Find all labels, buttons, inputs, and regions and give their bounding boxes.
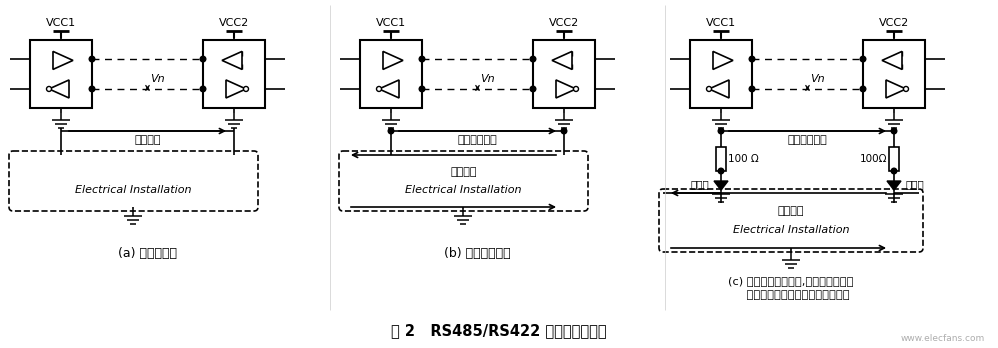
- Text: 存在使电路对噪声灵敏度非常敏感: 存在使电路对噪声灵敏度非常敏感: [733, 290, 850, 300]
- Polygon shape: [714, 181, 728, 190]
- Bar: [690, 40, 752, 108]
- Text: VCC1: VCC1: [46, 18, 76, 28]
- Text: 信号地: 信号地: [906, 179, 925, 189]
- Circle shape: [47, 86, 52, 92]
- Polygon shape: [886, 80, 906, 98]
- Text: 图 2   RS485/RS422 通信的一般设计: 图 2 RS485/RS422 通信的一般设计: [391, 323, 607, 338]
- Text: VCC1: VCC1: [376, 18, 406, 28]
- Text: www.elecfans.com: www.elecfans.com: [901, 334, 985, 343]
- Circle shape: [574, 86, 579, 92]
- Text: Electrical Installation: Electrical Installation: [405, 185, 522, 195]
- Polygon shape: [53, 52, 73, 69]
- Polygon shape: [709, 80, 729, 98]
- Circle shape: [891, 168, 897, 174]
- Circle shape: [419, 86, 425, 92]
- Circle shape: [749, 56, 754, 62]
- Circle shape: [244, 86, 249, 92]
- Polygon shape: [713, 52, 733, 69]
- Circle shape: [201, 86, 206, 92]
- Text: (a) 高地电位差: (a) 高地电位差: [118, 247, 177, 260]
- Text: VCC2: VCC2: [879, 18, 909, 28]
- Text: 低地回路电流: 低地回路电流: [787, 135, 827, 145]
- Circle shape: [749, 86, 754, 92]
- Text: 接地回路: 接地回路: [450, 167, 477, 177]
- Circle shape: [903, 86, 908, 92]
- Circle shape: [530, 56, 536, 62]
- Bar: [533, 40, 595, 108]
- Circle shape: [201, 56, 206, 62]
- Circle shape: [89, 86, 95, 92]
- Circle shape: [419, 56, 425, 62]
- FancyBboxPatch shape: [339, 151, 588, 211]
- Text: Electrical Installation: Electrical Installation: [733, 225, 849, 235]
- Bar: [716, 147, 726, 171]
- Polygon shape: [49, 80, 69, 98]
- Text: 信号地: 信号地: [691, 179, 709, 189]
- Circle shape: [376, 86, 381, 92]
- Polygon shape: [226, 80, 246, 98]
- Bar: [30, 40, 92, 108]
- Circle shape: [719, 128, 724, 134]
- Circle shape: [860, 86, 866, 92]
- Circle shape: [891, 128, 897, 134]
- Polygon shape: [556, 80, 576, 98]
- Circle shape: [89, 56, 95, 62]
- Text: 100Ω: 100Ω: [859, 154, 887, 164]
- Bar: [360, 40, 422, 108]
- Text: Vn: Vn: [810, 74, 825, 84]
- Text: 100 Ω: 100 Ω: [728, 154, 758, 164]
- Circle shape: [719, 168, 724, 174]
- Polygon shape: [379, 80, 399, 98]
- Circle shape: [388, 128, 394, 134]
- FancyBboxPatch shape: [9, 151, 258, 211]
- Bar: [203, 40, 265, 108]
- Circle shape: [707, 86, 712, 92]
- Text: 接地回路: 接地回路: [777, 206, 804, 216]
- FancyBboxPatch shape: [659, 189, 923, 252]
- Text: Vn: Vn: [151, 74, 165, 84]
- Polygon shape: [887, 181, 901, 190]
- Polygon shape: [552, 52, 572, 69]
- Circle shape: [561, 128, 567, 134]
- Circle shape: [860, 56, 866, 62]
- Text: VCC2: VCC2: [219, 18, 250, 28]
- Text: Electrical Installation: Electrical Installation: [75, 185, 192, 195]
- Text: VCC1: VCC1: [706, 18, 737, 28]
- Text: 高地回路电流: 高地回路电流: [458, 135, 497, 145]
- Polygon shape: [222, 52, 242, 69]
- Text: (c) 虽然减小回路电流,然而大地回路的: (c) 虽然减小回路电流,然而大地回路的: [729, 276, 853, 286]
- Circle shape: [530, 86, 536, 92]
- Text: 地电位差: 地电位差: [135, 135, 161, 145]
- Bar: [863, 40, 925, 108]
- Bar: [889, 147, 899, 171]
- Text: VCC2: VCC2: [549, 18, 579, 28]
- Polygon shape: [882, 52, 902, 69]
- Text: (b) 高地回路电流: (b) 高地回路电流: [444, 247, 511, 260]
- Polygon shape: [383, 52, 403, 69]
- Text: Vn: Vn: [480, 74, 495, 84]
